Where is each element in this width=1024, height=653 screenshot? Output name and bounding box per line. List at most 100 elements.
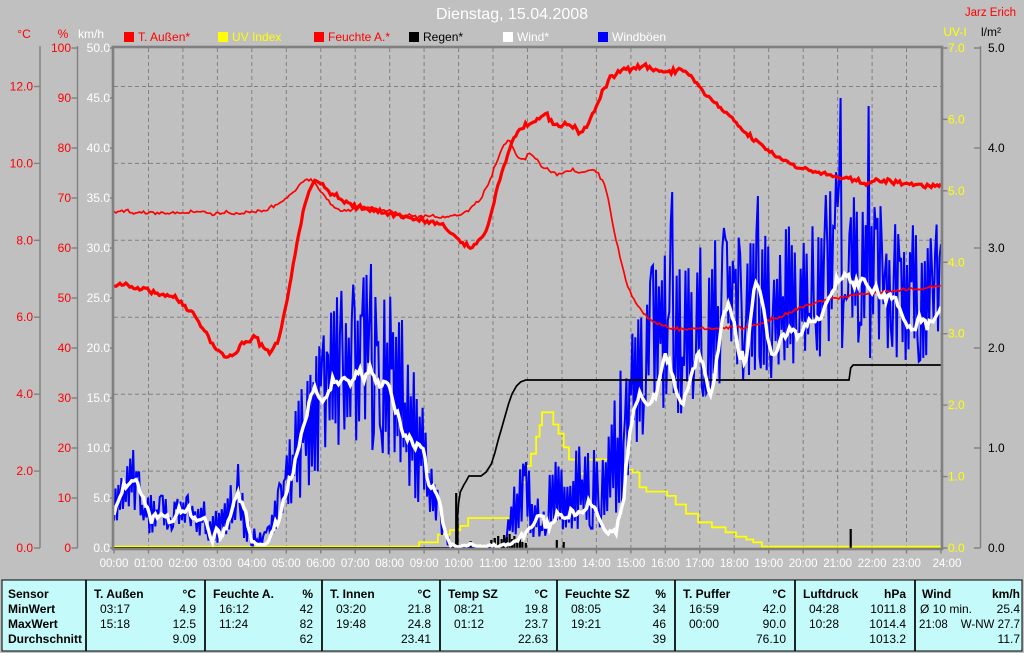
svg-text:42.0: 42.0 [763, 602, 787, 616]
svg-text:Jarz Erich: Jarz Erich [965, 7, 1016, 19]
svg-text:03:20: 03:20 [336, 602, 366, 616]
svg-text:T. Außen: T. Außen [94, 587, 144, 601]
svg-text:01:00: 01:00 [134, 558, 163, 570]
svg-text:03:17: 03:17 [100, 602, 130, 616]
svg-text:08:00: 08:00 [375, 558, 404, 570]
svg-text:50.0: 50.0 [87, 41, 111, 55]
svg-text:T. Innen: T. Innen [330, 587, 375, 601]
svg-text:15:18: 15:18 [100, 617, 130, 631]
svg-text:0.0: 0.0 [948, 541, 965, 555]
svg-text:15.0: 15.0 [87, 391, 111, 405]
svg-text:2.0: 2.0 [16, 464, 33, 478]
svg-text:10.0: 10.0 [10, 156, 34, 170]
svg-text:02:00: 02:00 [169, 558, 198, 570]
svg-text:10:00: 10:00 [444, 558, 473, 570]
svg-text:34: 34 [653, 602, 667, 616]
svg-text:T. Außen*: T. Außen* [138, 30, 190, 44]
svg-text:2.0: 2.0 [988, 341, 1005, 355]
svg-text:Luftdruck: Luftdruck [803, 587, 859, 601]
svg-text:0.0: 0.0 [988, 541, 1005, 555]
svg-text:08:05: 08:05 [571, 602, 601, 616]
svg-text:25.0: 25.0 [87, 291, 111, 305]
svg-text:MaxWert: MaxWert [8, 617, 58, 631]
svg-text:22:00: 22:00 [858, 558, 887, 570]
svg-text:12.5: 12.5 [173, 617, 197, 631]
svg-text:Wind: Wind [922, 587, 951, 601]
svg-text:4.0: 4.0 [16, 387, 33, 401]
svg-text:Feuchte A.: Feuchte A. [213, 587, 274, 601]
svg-text:46: 46 [653, 617, 667, 631]
svg-text:5.0: 5.0 [988, 41, 1005, 55]
svg-text:21.8: 21.8 [408, 602, 432, 616]
svg-text:Feuchte A.*: Feuchte A.* [328, 30, 390, 44]
svg-text:%: % [58, 27, 69, 41]
svg-text:%: % [302, 587, 313, 601]
svg-text:30: 30 [58, 391, 72, 405]
svg-text:7.0: 7.0 [948, 41, 965, 55]
svg-text:3.0: 3.0 [948, 327, 965, 341]
svg-text:UV Index: UV Index [232, 30, 281, 44]
svg-text:°C: °C [17, 27, 31, 41]
svg-text:°C: °C [773, 587, 787, 601]
svg-text:6.0: 6.0 [16, 310, 33, 324]
svg-text:4.0: 4.0 [948, 255, 965, 269]
svg-text:11:00: 11:00 [479, 558, 507, 570]
svg-text:MinWert: MinWert [8, 602, 55, 616]
svg-text:04:00: 04:00 [237, 558, 266, 570]
svg-text:5.0: 5.0 [93, 491, 110, 505]
svg-text:km/h: km/h [78, 27, 104, 41]
svg-text:50: 50 [58, 291, 72, 305]
svg-text:42: 42 [300, 602, 314, 616]
svg-text:08:21: 08:21 [454, 602, 484, 616]
svg-text:35.0: 35.0 [87, 191, 111, 205]
svg-text:40: 40 [58, 341, 72, 355]
svg-text:km/h: km/h [992, 587, 1020, 601]
svg-text:1013.2: 1013.2 [869, 632, 906, 646]
svg-text:90.0: 90.0 [763, 617, 787, 631]
svg-text:05:00: 05:00 [272, 558, 301, 570]
svg-text:25.4: 25.4 [997, 602, 1021, 616]
svg-text:°C: °C [183, 587, 197, 601]
svg-text:01:12: 01:12 [454, 617, 484, 631]
svg-text:8.0: 8.0 [16, 233, 33, 247]
svg-text:1014.4: 1014.4 [869, 617, 906, 631]
svg-text:09:00: 09:00 [410, 558, 439, 570]
svg-text:21:00: 21:00 [823, 558, 852, 570]
svg-text:12:00: 12:00 [513, 558, 542, 570]
svg-text:40.0: 40.0 [87, 141, 111, 155]
svg-text:13:00: 13:00 [548, 558, 577, 570]
svg-text:00:00: 00:00 [689, 617, 719, 631]
svg-text:03:00: 03:00 [203, 558, 232, 570]
svg-text:19:48: 19:48 [336, 617, 366, 631]
svg-text:04:28: 04:28 [809, 602, 839, 616]
svg-text:Dienstag, 15.04.2008: Dienstag, 15.04.2008 [436, 6, 588, 23]
svg-text:0.0: 0.0 [16, 541, 33, 555]
svg-text:76.10: 76.10 [756, 632, 786, 646]
svg-text:2.0: 2.0 [948, 398, 965, 412]
svg-text:23.7: 23.7 [525, 617, 549, 631]
svg-text:W-NW 27.7: W-NW 27.7 [961, 619, 1020, 631]
svg-text:5.0: 5.0 [948, 184, 965, 198]
svg-text:20.0: 20.0 [87, 341, 111, 355]
svg-text:11:24: 11:24 [219, 617, 248, 631]
svg-text:06:00: 06:00 [306, 558, 335, 570]
svg-text:07:00: 07:00 [341, 558, 370, 570]
svg-text:Wind*: Wind* [517, 30, 549, 44]
svg-text:18:00: 18:00 [720, 558, 749, 570]
svg-text:100: 100 [51, 41, 71, 55]
svg-text:19:21: 19:21 [571, 617, 601, 631]
svg-text:15:00: 15:00 [616, 558, 645, 570]
svg-text:°C: °C [535, 587, 549, 601]
svg-text:19:00: 19:00 [754, 558, 783, 570]
svg-text:hPa: hPa [884, 587, 906, 601]
svg-text:60: 60 [58, 241, 72, 255]
svg-text:82: 82 [300, 617, 314, 631]
svg-text:20: 20 [58, 441, 72, 455]
svg-text:l/m²: l/m² [981, 25, 1001, 39]
svg-text:00:00: 00:00 [100, 558, 129, 570]
svg-text:1.0: 1.0 [988, 441, 1005, 455]
svg-text:17:00: 17:00 [685, 558, 714, 570]
svg-text:Sensor: Sensor [8, 587, 49, 601]
svg-text:21:08: 21:08 [919, 619, 948, 631]
svg-text:10:28: 10:28 [809, 617, 839, 631]
